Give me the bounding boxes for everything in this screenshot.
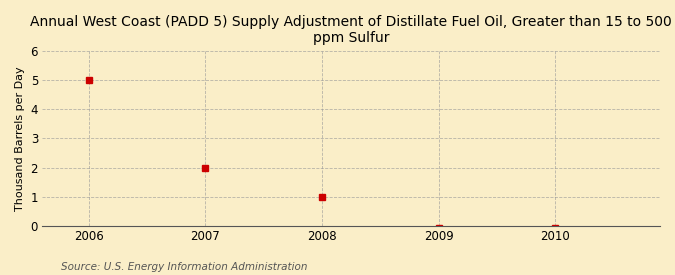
Title: Annual West Coast (PADD 5) Supply Adjustment of Distillate Fuel Oil, Greater tha: Annual West Coast (PADD 5) Supply Adjust… <box>30 15 672 45</box>
Text: Source: U.S. Energy Information Administration: Source: U.S. Energy Information Administ… <box>61 262 307 272</box>
Y-axis label: Thousand Barrels per Day: Thousand Barrels per Day <box>15 66 25 211</box>
